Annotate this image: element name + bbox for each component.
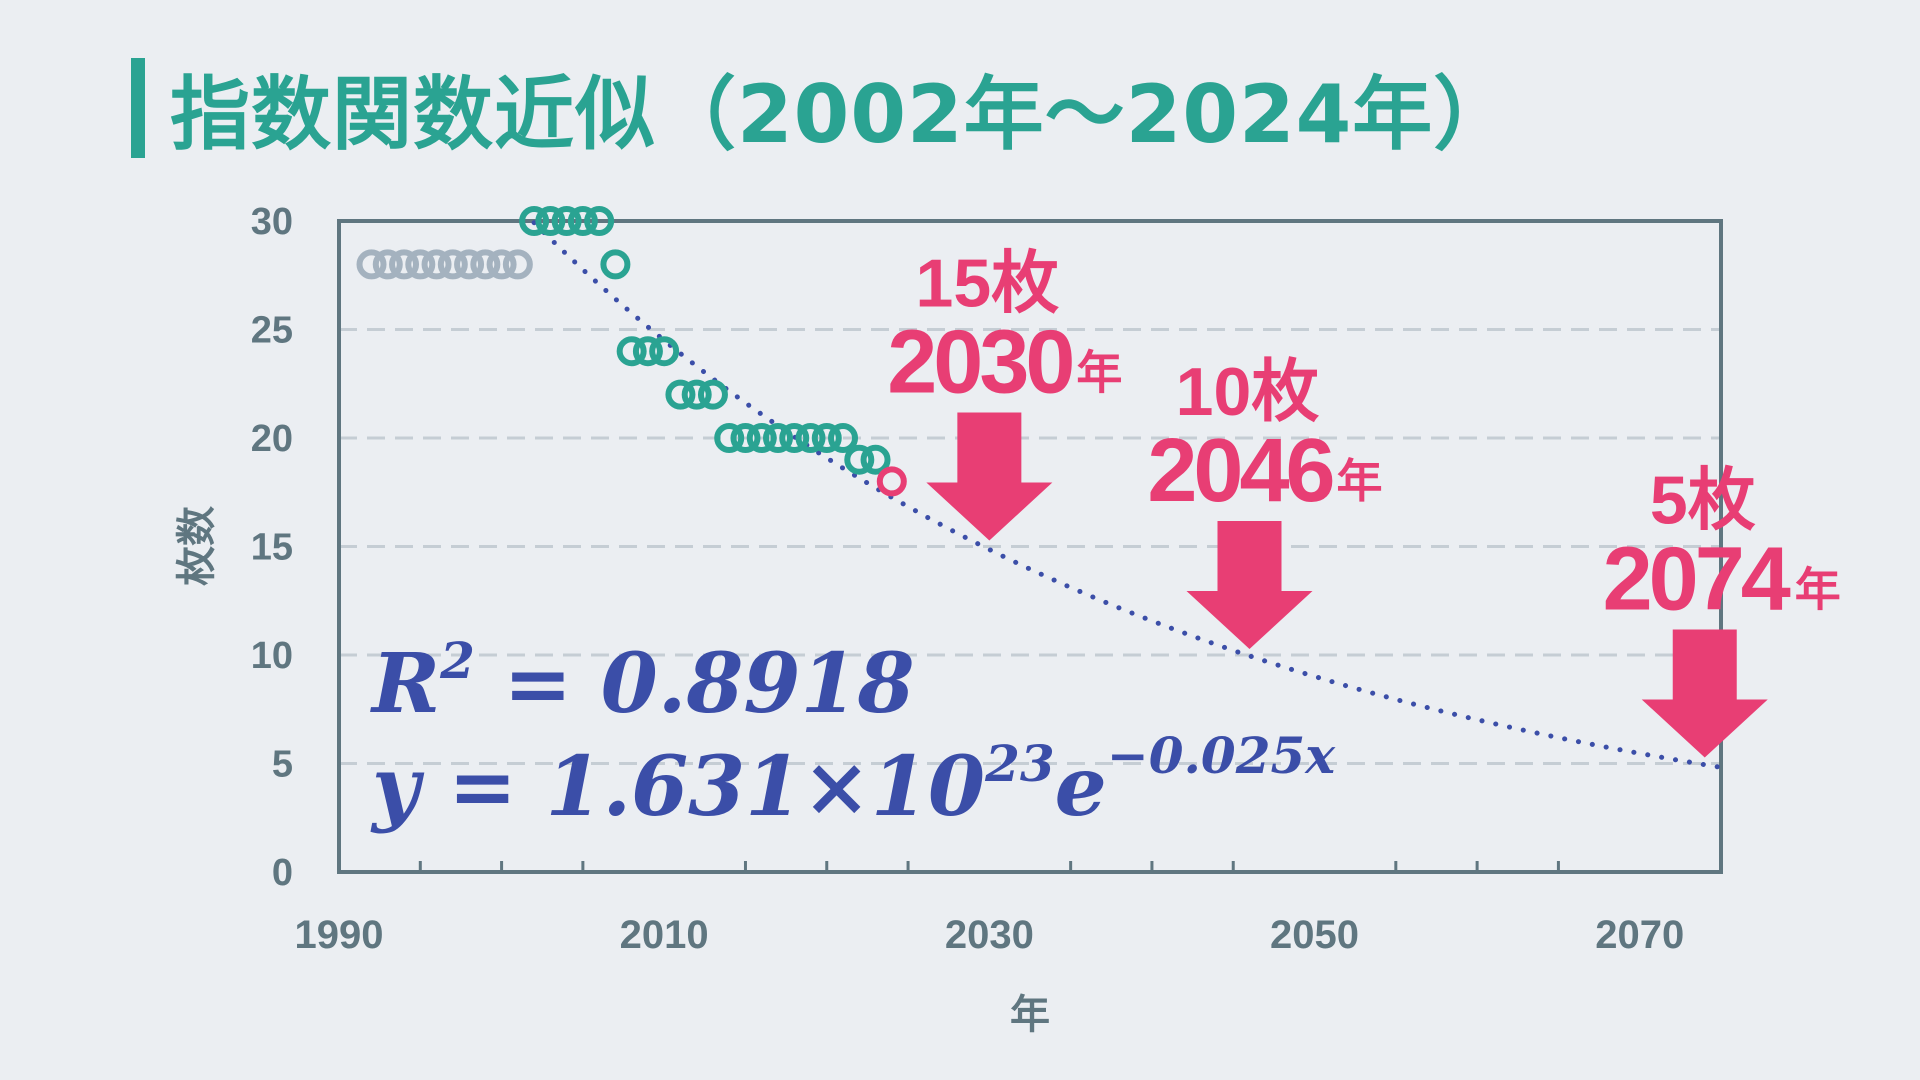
data-point <box>616 336 647 367</box>
data-point <box>681 379 712 410</box>
data-point <box>714 423 745 453</box>
series-2002-2023 <box>519 206 891 475</box>
data-point <box>405 249 436 280</box>
page-title: 指数関数近似（2002年〜2024年） <box>170 68 1515 161</box>
down-arrow-icon <box>1186 521 1313 649</box>
annotation-2030: 2030 年 15枚 <box>887 246 1122 541</box>
y-tick-labels: 0 5 10 15 20 25 30 <box>251 201 293 894</box>
x-tick-label: 1990 <box>295 913 384 957</box>
data-point <box>454 249 485 280</box>
x-tick-label: 2030 <box>945 913 1034 957</box>
y-tick-label: 10 <box>251 635 293 677</box>
annotation-year-unit: 年 <box>1795 563 1841 617</box>
x-minor-ticks <box>418 861 1560 872</box>
data-point <box>567 206 598 236</box>
data-point <box>551 206 582 236</box>
data-point <box>762 423 793 453</box>
annotation-count: 10枚 <box>1176 354 1320 430</box>
y-tick-label: 25 <box>251 310 293 352</box>
data-point <box>730 423 761 453</box>
series-2024 <box>876 466 907 497</box>
series-1992-2001 <box>356 249 533 280</box>
data-point <box>356 249 387 280</box>
data-point <box>811 423 842 453</box>
data-point <box>779 423 810 453</box>
data-point <box>665 379 696 410</box>
data-point <box>746 423 777 453</box>
data-point <box>372 249 403 280</box>
data-point <box>649 336 680 367</box>
y-tick-label: 30 <box>251 201 293 243</box>
annotation-count: 5枚 <box>1650 463 1756 539</box>
data-point <box>535 206 566 236</box>
data-points <box>356 206 907 497</box>
data-point <box>421 249 452 280</box>
data-point <box>584 206 615 236</box>
y-tick-label: 5 <box>272 744 293 786</box>
data-point <box>795 423 826 453</box>
data-point <box>876 466 907 497</box>
equation-block: R2 = 0.8918 y = 1.631×1023e−0.025x <box>370 631 1336 835</box>
title-accent-bar <box>131 58 145 158</box>
data-point <box>486 249 517 280</box>
data-point <box>632 336 663 367</box>
annotation-2074: 2074 年 5枚 <box>1603 463 1841 758</box>
x-tick-label: 2010 <box>620 913 709 957</box>
gridlines <box>339 328 1721 765</box>
annotation-count: 15枚 <box>916 246 1060 322</box>
data-point <box>437 249 468 280</box>
annotation-year-unit: 年 <box>1076 346 1122 400</box>
annotation-2046: 2046 年 10枚 <box>1147 354 1383 649</box>
data-point <box>860 444 891 475</box>
x-tick-labels: 1990 2010 2030 2050 2070 <box>295 913 1685 957</box>
down-arrow-icon <box>1641 629 1768 758</box>
equation-formula: y = 1.631×1023e−0.025x <box>370 726 1336 835</box>
down-arrow-icon <box>926 412 1053 541</box>
y-tick-label: 0 <box>272 852 293 894</box>
annotation-year: 2046 <box>1147 421 1332 521</box>
trendline-exponential <box>531 220 1724 770</box>
x-tick-label: 2070 <box>1595 913 1684 957</box>
data-point <box>844 444 875 475</box>
data-point <box>502 249 533 280</box>
data-point <box>828 423 859 453</box>
annotation-year: 2074 <box>1603 530 1791 630</box>
data-point <box>519 206 550 236</box>
x-tick-label: 2050 <box>1270 913 1359 957</box>
data-point <box>600 249 631 280</box>
y-tick-label: 15 <box>251 527 293 569</box>
annotation-year: 2030 <box>887 313 1072 413</box>
annotation-year-unit: 年 <box>1337 454 1383 508</box>
x-axis-title: 年 <box>1010 992 1050 1038</box>
plot-area-frame <box>337 219 1723 874</box>
data-point <box>697 379 728 410</box>
y-tick-label: 20 <box>251 418 293 460</box>
data-point <box>470 249 501 280</box>
data-point <box>389 249 420 280</box>
y-axis-title: 枚数 <box>174 506 220 586</box>
r-squared-label: R2 = 0.8918 <box>370 631 915 732</box>
